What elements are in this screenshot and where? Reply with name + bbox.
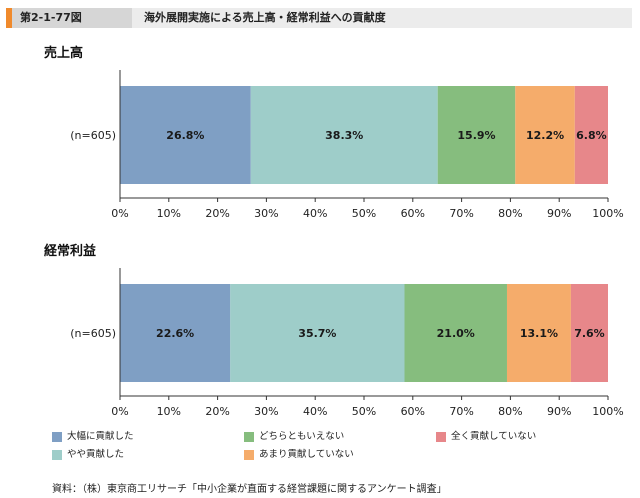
- legend-label: 大幅に貢献した: [67, 431, 134, 442]
- data-label: 7.6%: [574, 327, 605, 340]
- legend-label: あまり貢献していない: [259, 449, 354, 460]
- legend-item: やや貢献した: [52, 449, 124, 463]
- sales-chart: (n=605) 26.8% 38.3% 15.9% 12.2% 6.8% 0% 10% 20% 3…: [70, 70, 624, 220]
- x-tick-label: 100%: [592, 207, 623, 220]
- source-note: 資料：（株）東京商工リサーチ「中小企業が直面する経営課題に関するアンケート調査」: [52, 484, 447, 495]
- bar-segment: [120, 86, 251, 184]
- legend-swatch: [52, 432, 62, 442]
- x-tick-label: 20%: [205, 207, 229, 220]
- x-tick-label: 30%: [254, 405, 278, 418]
- legend-label: どちらともいえない: [259, 431, 345, 442]
- ordinary-profit-chart: (n=605) 22.6% 35.7% 21.0% 13.1% 7.6% 0% 10% 20% 3…: [70, 268, 624, 418]
- x-tick-label: 80%: [498, 207, 522, 220]
- data-label: 6.8%: [576, 129, 607, 142]
- data-label: 15.9%: [457, 129, 495, 142]
- bar-segment: [506, 284, 571, 382]
- legend: 大幅に貢献した やや貢献した どちらともいえない あまり貢献していない 全く貢献…: [52, 431, 632, 471]
- data-label: 12.2%: [526, 129, 564, 142]
- legend-swatch: [244, 432, 254, 442]
- x-tick-label: 50%: [352, 207, 376, 220]
- bar-segment: [250, 86, 438, 184]
- category-label: (n=605): [70, 327, 116, 340]
- legend-item: 全く貢献していない: [436, 431, 536, 445]
- data-label: 26.8%: [166, 129, 204, 142]
- data-label: 38.3%: [325, 129, 363, 142]
- category-label: (n=605): [70, 129, 116, 142]
- figure-number-box: [12, 8, 132, 28]
- bar-segment: [120, 284, 231, 382]
- x-tick-label: 10%: [157, 405, 181, 418]
- chart-1-title: 売上高: [44, 46, 84, 61]
- x-tick-label: 100%: [592, 405, 623, 418]
- x-tick-label: 70%: [449, 405, 473, 418]
- bar-segment: [404, 284, 507, 382]
- legend-item: 大幅に貢献した: [52, 431, 134, 445]
- x-tick-label: 20%: [205, 405, 229, 418]
- x-tick-label: 70%: [449, 207, 473, 220]
- legend-swatch: [244, 450, 254, 460]
- bar-segment: [437, 86, 516, 184]
- legend-item: あまり貢献していない: [244, 449, 354, 463]
- x-tick-label: 90%: [547, 207, 571, 220]
- x-tick-label: 60%: [401, 207, 425, 220]
- legend-label: やや貢献した: [67, 449, 125, 460]
- x-tick-label: 0%: [111, 207, 128, 220]
- bar-segment: [230, 284, 405, 382]
- legend-item: どちらともいえない: [244, 431, 344, 445]
- x-tick-label: 50%: [352, 405, 376, 418]
- figure-number: 第2-1-77図: [20, 11, 82, 24]
- bar-segment: [570, 284, 608, 382]
- legend-swatch: [436, 432, 446, 442]
- x-tick-label: 80%: [498, 405, 522, 418]
- figure-header-accent: [6, 8, 12, 28]
- x-tick-label: 40%: [303, 405, 327, 418]
- data-label: 13.1%: [520, 327, 558, 340]
- x-tick-label: 0%: [111, 405, 128, 418]
- data-label: 21.0%: [437, 327, 475, 340]
- legend-label: 全く貢献していない: [451, 431, 537, 442]
- bar-segment: [574, 86, 608, 184]
- data-label: 22.6%: [156, 327, 194, 340]
- bar-segment: [515, 86, 575, 184]
- x-tick-label: 40%: [303, 207, 327, 220]
- figure-title: 海外展開実施による売上高・経常利益への貢献度: [144, 11, 386, 24]
- data-label: 35.7%: [298, 327, 336, 340]
- x-tick-label: 60%: [401, 405, 425, 418]
- figure-header: 第2-1-77図 海外展開実施による売上高・経常利益への貢献度: [6, 8, 632, 28]
- legend-swatch: [52, 450, 62, 460]
- x-tick-label: 30%: [254, 207, 278, 220]
- x-tick-label: 10%: [157, 207, 181, 220]
- x-tick-label: 90%: [547, 405, 571, 418]
- chart-2-title: 経常利益: [44, 244, 97, 259]
